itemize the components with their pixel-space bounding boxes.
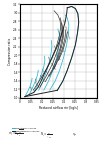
Text: 1,6,000: 1,6,000 [54, 54, 60, 61]
Text: 140,000: 140,000 [59, 32, 63, 41]
Text: $\eta_{is}$: $\eta_{is}$ [72, 131, 77, 138]
Text: Np = 165,000 rpm: Np = 165,000 rpm [62, 19, 69, 39]
X-axis label: Reduced airflow ṁr [kg/s]: Reduced airflow ṁr [kg/s] [39, 106, 78, 110]
Text: $N_r=\frac{N}{\sqrt{T_0}}$: $N_r=\frac{N}{\sqrt{T_0}}$ [40, 130, 52, 141]
Text: 56%: 56% [34, 78, 37, 83]
Text: 36%: 36% [29, 86, 31, 91]
Text: 77%: 77% [40, 68, 43, 73]
Text: 100,000: 100,000 [39, 75, 45, 83]
Text: 140,000: 140,000 [50, 62, 56, 70]
Text: 105%: 105% [47, 56, 50, 62]
Text: 1,30,000: 1,30,000 [44, 69, 50, 77]
Text: 1,8,000: 1,8,000 [59, 45, 64, 53]
Legend: isentropic curves, isoefficiency curves: isentropic curves, isoefficiency curves [12, 127, 40, 132]
Text: 120%: 120% [53, 45, 56, 51]
Text: 73,500: 73,500 [34, 82, 39, 89]
Y-axis label: Compression ratio: Compression ratio [8, 37, 12, 65]
Text: $\dot{m}_r=\frac{\dot{m}\sqrt{T_0}}{p_0}$: $\dot{m}_r=\frac{\dot{m}\sqrt{T_0}}{p_0}… [8, 129, 23, 139]
